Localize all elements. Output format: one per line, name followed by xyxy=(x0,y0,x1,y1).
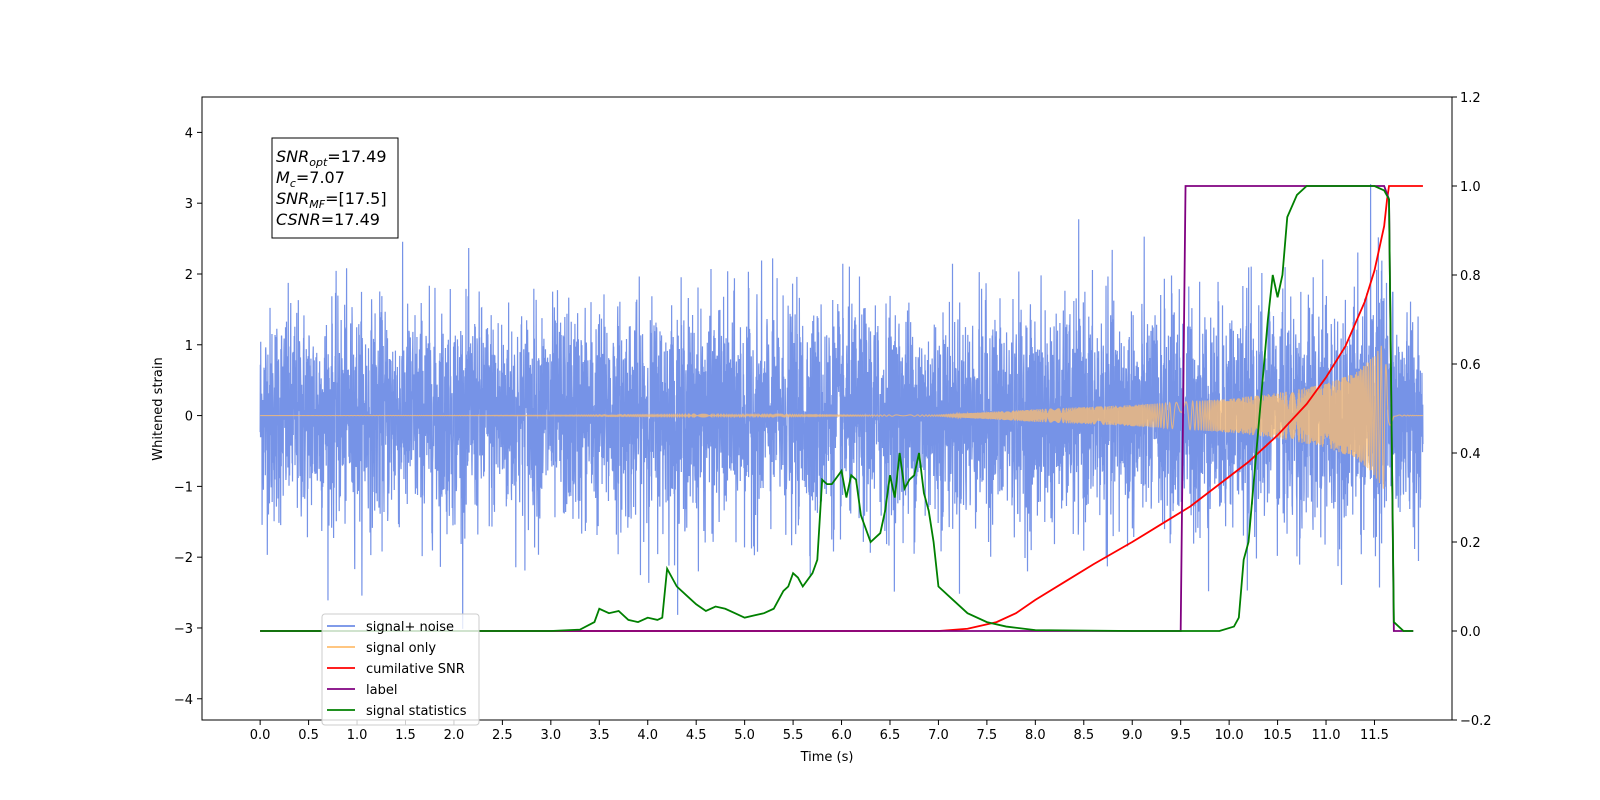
y-tick-label: −2 xyxy=(174,551,193,566)
x-tick-label: 11.0 xyxy=(1312,728,1341,743)
x-tick-label: 9.0 xyxy=(1122,728,1143,743)
stats-box: SNRopt=17.49Mc=7.07SNRMF=[17.5]CSNR=17.4… xyxy=(271,137,399,239)
x-tick-label: 1.5 xyxy=(395,728,416,743)
x-tick-label: 7.5 xyxy=(977,728,998,743)
legend-label: signal only xyxy=(366,641,436,656)
x-tick-label: 5.5 xyxy=(783,728,804,743)
stats-line: CSNR=17.49 xyxy=(276,210,380,229)
plot-frame xyxy=(201,96,1453,721)
series-signal-statistics xyxy=(260,185,1414,632)
x-tick-label: 8.5 xyxy=(1073,728,1094,743)
stats-box-frame xyxy=(271,137,399,239)
series-signal-only xyxy=(260,345,1423,489)
legend-label: cumilative SNR xyxy=(366,662,465,677)
x-tick-label: 4.5 xyxy=(686,728,707,743)
stats-symbol: SNR xyxy=(276,189,309,208)
y2-tick-label: 0.4 xyxy=(1460,447,1481,462)
x-tick-label: 6.5 xyxy=(880,728,901,743)
x-tick-label: 11.5 xyxy=(1360,728,1389,743)
x-tick-label: 10.5 xyxy=(1263,728,1292,743)
y-tick-label: 2 xyxy=(185,268,193,283)
stats-value: =[17.5] xyxy=(325,189,387,208)
y-tick-label: 1 xyxy=(185,339,193,354)
legend: signal+ noise signal only cumilative SNR la… xyxy=(321,613,480,726)
stats-symbol: CSNR xyxy=(276,210,321,229)
data-layer xyxy=(259,184,1424,632)
stats-value: =17.49 xyxy=(321,210,380,229)
y2-tick-label: −0.2 xyxy=(1460,714,1492,729)
legend-frame xyxy=(321,613,480,726)
legend-label: signal+ noise xyxy=(366,620,454,635)
y-axis-label: Whitened strain xyxy=(151,357,166,460)
stats-subscript: MF xyxy=(309,198,325,211)
stats-subscript: c xyxy=(290,177,296,190)
stats-line: Mc=7.07 xyxy=(276,168,345,190)
x-tick-label: 1.0 xyxy=(347,728,368,743)
stats-symbol: SNR xyxy=(276,147,309,166)
y-tick-label: 4 xyxy=(185,126,193,141)
x-tick-label: 0.0 xyxy=(250,728,271,743)
y2-tick-label: 0.8 xyxy=(1460,269,1481,284)
x-tick-label: 7.0 xyxy=(928,728,949,743)
x-tick-label: 2.5 xyxy=(492,728,513,743)
x-axis-label: Time (s) xyxy=(800,750,854,765)
y-tick-label: −1 xyxy=(174,480,193,495)
y2-tick-label: 0.2 xyxy=(1460,536,1481,551)
axes-layer: 0.0 0.5 1.0 1.5 2.0 2.5 3.0 3.5 4.0 4.5 5.0 5.5 6.0 6… xyxy=(174,91,1492,743)
x-tick-label: 4.0 xyxy=(637,728,658,743)
y2-tick-label: 0.0 xyxy=(1460,625,1481,640)
stats-value: =17.49 xyxy=(327,147,386,166)
y-tick-label: 3 xyxy=(185,197,193,212)
x-tick-label: 10.0 xyxy=(1215,728,1244,743)
y2-tick-label: 0.6 xyxy=(1460,358,1481,373)
stats-value: =7.07 xyxy=(296,168,345,187)
x-tick-label: 5.0 xyxy=(734,728,755,743)
x-tick-label: 0.5 xyxy=(298,728,319,743)
stats-line: SNRopt=17.49 xyxy=(276,147,387,169)
x-tick-label: 3.5 xyxy=(589,728,610,743)
x-tick-label: 9.5 xyxy=(1170,728,1191,743)
stats-line: SNRMF=[17.5] xyxy=(276,189,387,211)
stats-symbol: M xyxy=(276,168,290,187)
y2-tick-label: 1.2 xyxy=(1460,91,1481,106)
legend-label: signal statistics xyxy=(366,704,467,719)
x-tick-label: 3.0 xyxy=(540,728,561,743)
y-tick-label: −4 xyxy=(174,693,193,708)
legend-label: label xyxy=(366,683,397,698)
y-tick-label: −3 xyxy=(174,622,193,637)
series-cumulative-snr xyxy=(260,185,1423,632)
y-tick-label: 0 xyxy=(185,410,193,425)
x-tick-label: 8.0 xyxy=(1025,728,1046,743)
y2-tick-label: 1.0 xyxy=(1460,180,1481,195)
x-tick-label: 6.0 xyxy=(831,728,852,743)
x-tick-label: 2.0 xyxy=(444,728,465,743)
stats-subscript: opt xyxy=(309,156,328,169)
